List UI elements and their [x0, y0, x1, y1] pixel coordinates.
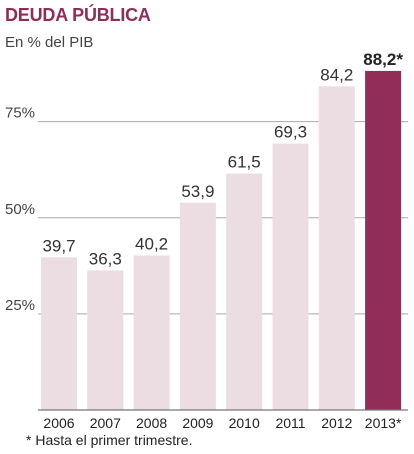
x-tick-label: 2009 — [182, 415, 213, 431]
value-label: 40,2 — [135, 234, 168, 253]
value-label: 88,2* — [363, 50, 403, 69]
y-tick-label: 25% — [5, 297, 35, 314]
bar-2013 — [365, 70, 402, 411]
y-tick-label: 75% — [5, 105, 35, 122]
value-label: 61,5 — [228, 153, 261, 172]
chart-title: DEUDA PÚBLICA — [5, 5, 151, 25]
value-label: 84,2 — [320, 65, 353, 84]
x-tick-label: 2007 — [90, 415, 121, 431]
value-label: 69,3 — [274, 123, 307, 142]
x-tick-label: 2011 — [275, 415, 305, 431]
y-tick-label: 50% — [5, 201, 35, 218]
bar-2009 — [179, 202, 216, 410]
bar-2006 — [41, 257, 77, 410]
bar-2010 — [226, 173, 263, 410]
value-label: 53,9 — [181, 182, 214, 201]
bar-2007 — [87, 270, 124, 410]
x-tick-label: 2013* — [365, 415, 402, 431]
bar-2012 — [318, 86, 355, 410]
bar-2008 — [133, 255, 170, 410]
x-tick-label: 2010 — [229, 415, 260, 431]
x-tick-label: 2012 — [321, 415, 352, 431]
x-tick-label: 2006 — [43, 415, 74, 431]
value-label: 36,3 — [89, 249, 122, 268]
chart-subtitle: En % del PIB — [5, 34, 94, 51]
footnote: * Hasta el primer trimestre. — [26, 432, 193, 448]
bar-2011 — [272, 143, 309, 410]
x-tick-label: 2008 — [136, 415, 167, 431]
value-label: 39,7 — [42, 236, 75, 255]
